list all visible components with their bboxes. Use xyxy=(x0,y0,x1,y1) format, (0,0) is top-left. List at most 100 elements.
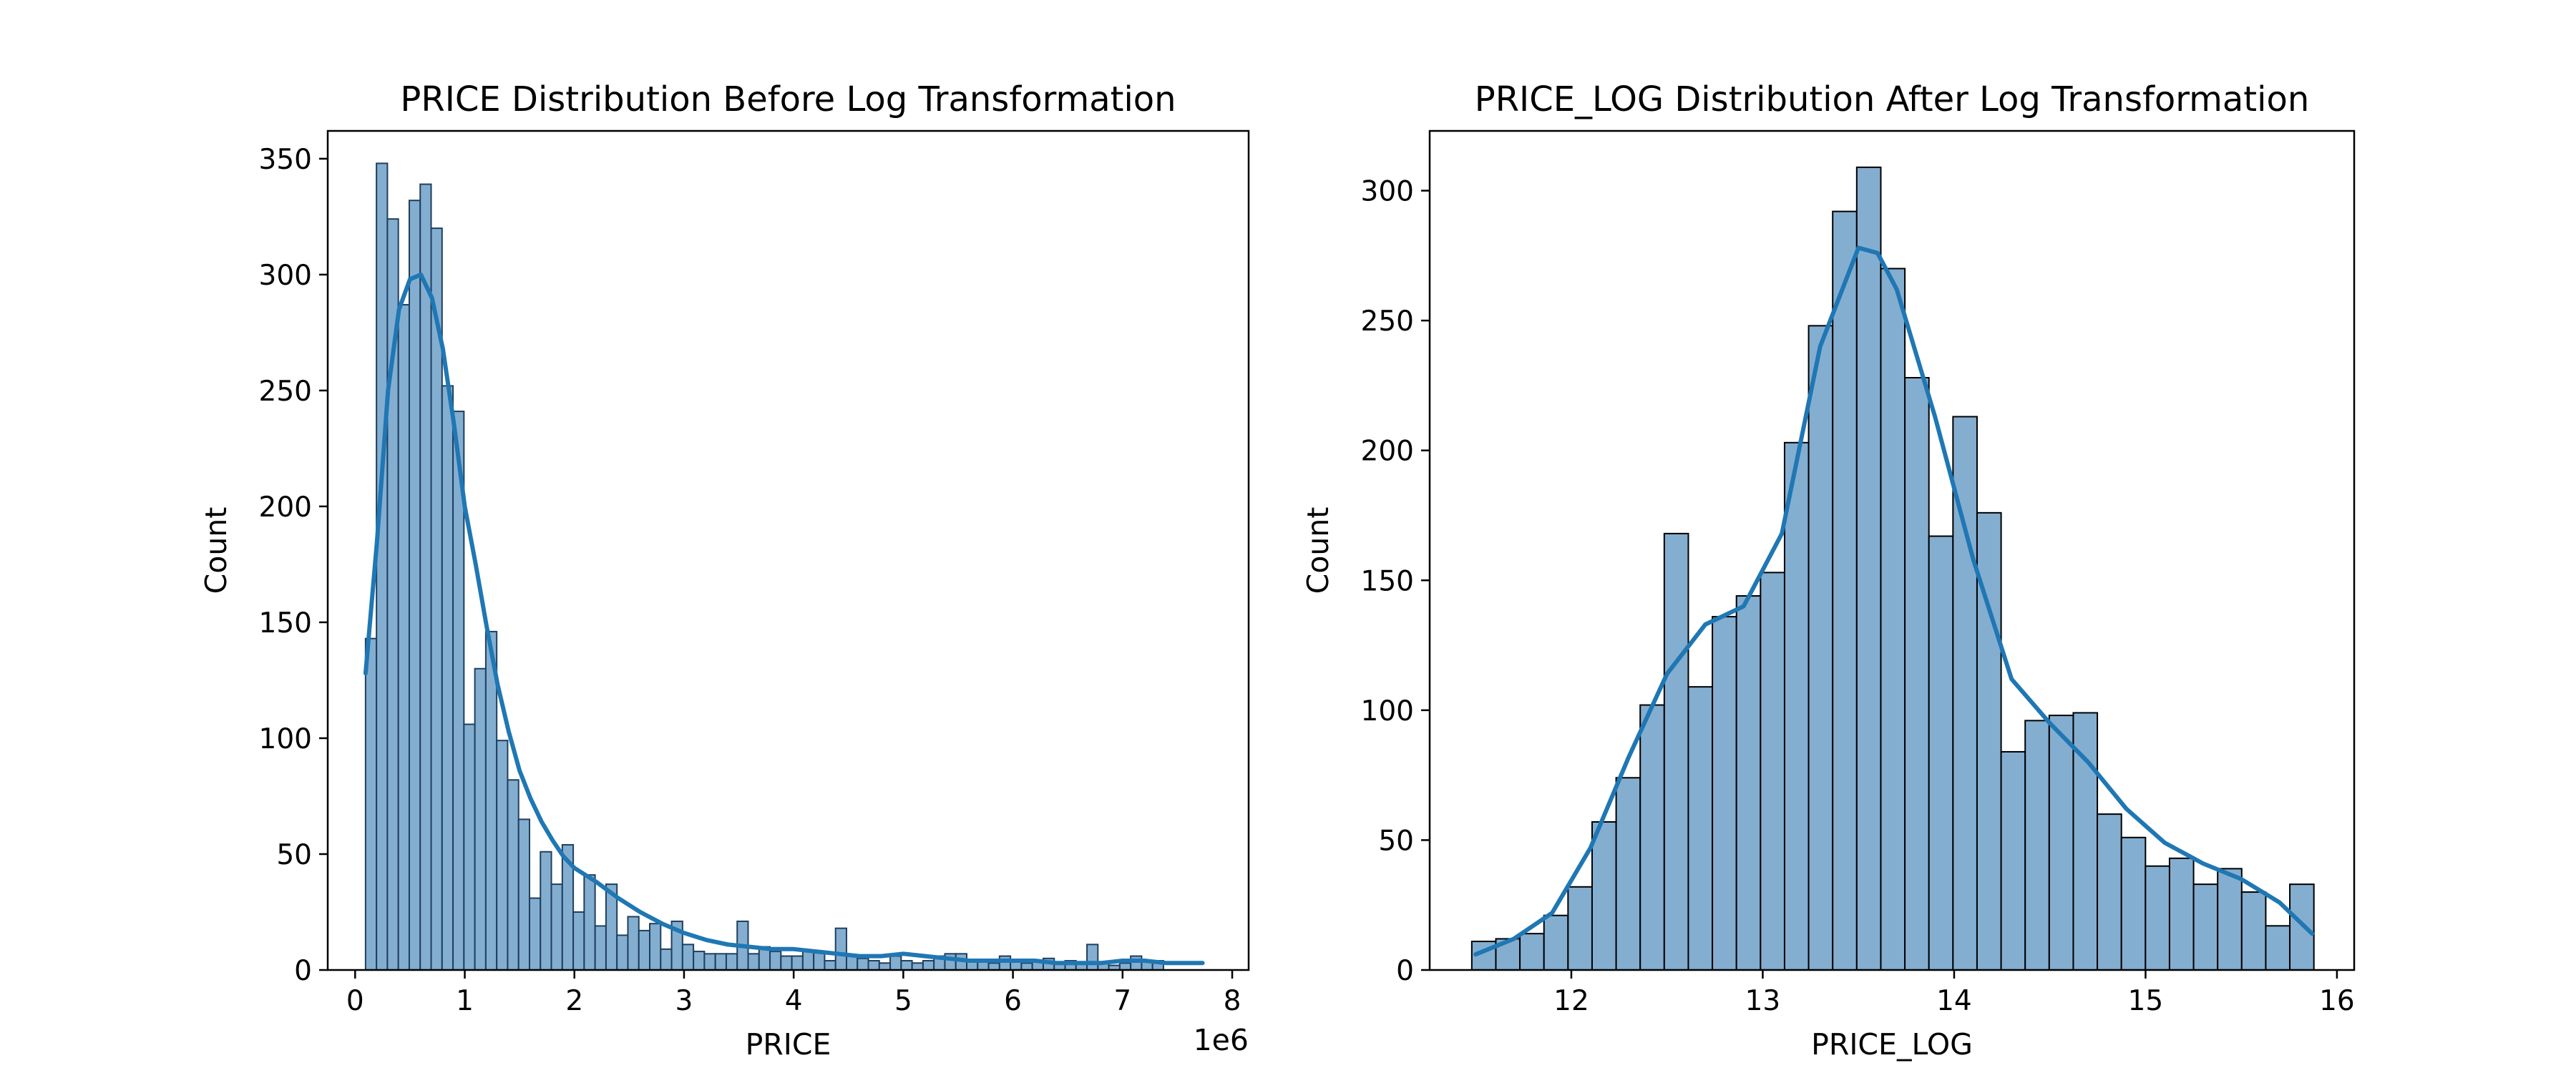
histogram-bar xyxy=(2289,883,2315,971)
x-tick-label: 5 xyxy=(894,985,912,1017)
y-tick-label: 300 xyxy=(259,260,312,292)
histogram-bar xyxy=(517,818,530,971)
price-log-x-axis-label: PRICE_LOG xyxy=(1811,1027,1973,1062)
histogram-bar xyxy=(801,951,815,971)
histogram-bar xyxy=(867,960,880,971)
x-tick-label: 1 xyxy=(456,985,474,1017)
price-x-offset-label: 1e6 xyxy=(1194,1023,1249,1057)
y-tick-label: 250 xyxy=(259,376,312,408)
histogram-bar xyxy=(507,779,519,971)
histogram-bar xyxy=(397,304,410,971)
y-tick-label: 150 xyxy=(1361,565,1414,597)
y-tick-label: 200 xyxy=(259,491,312,524)
price-log-chart-title: PRICE_LOG Distribution After Log Transfo… xyxy=(1475,79,2309,119)
histogram-bar xyxy=(714,953,727,971)
y-tick-label: 100 xyxy=(259,723,312,755)
histogram-bar xyxy=(1880,268,1906,971)
price-histogram-panel: 0 50 100 150 200 250 300 350 0 1 2 3 4 5 6 7 8 PRICE Di… xyxy=(199,79,1250,1062)
histogram-bar xyxy=(1832,210,1858,971)
histogram-bar xyxy=(1543,914,1569,971)
y-tick-label: 0 xyxy=(1396,955,1414,987)
histogram-bar xyxy=(1760,572,1785,971)
price-log-histogram-panel: 0 50 100 150 200 250 300 12 13 14 15 16 PRICE_LOG … xyxy=(1301,79,2356,1062)
histogram-bar xyxy=(2168,857,2195,971)
histogram-bar xyxy=(1130,955,1143,971)
histogram-bar xyxy=(747,953,760,971)
histogram-bar xyxy=(2240,891,2267,971)
y-tick-label: 200 xyxy=(1361,436,1414,468)
price-log-x-axis-ticks: 12 13 14 15 16 xyxy=(1553,970,2355,1017)
histogram-bar xyxy=(1928,535,1954,971)
histogram-bar xyxy=(1519,933,1545,971)
x-tick-label: 14 xyxy=(1936,985,1972,1017)
y-tick-label: 300 xyxy=(1361,176,1414,208)
histogram-bar xyxy=(1591,821,1617,971)
price-log-y-axis-ticks: 0 50 100 150 200 250 300 xyxy=(1361,176,1430,987)
histogram-bar xyxy=(878,962,892,971)
price-x-axis-label: PRICE xyxy=(746,1027,831,1062)
histogram-bar xyxy=(660,948,673,971)
histogram-bar xyxy=(857,957,869,971)
histogram-bar xyxy=(1735,595,1762,971)
x-tick-label: 15 xyxy=(2128,985,2164,1017)
price-log-plot-frame xyxy=(1428,129,2356,971)
y-tick-label: 150 xyxy=(259,607,312,640)
histogram-bar xyxy=(583,874,596,971)
histogram-bar xyxy=(1855,166,1882,971)
histogram-bar xyxy=(616,934,629,971)
histogram-bar xyxy=(2120,836,2147,971)
histogram-bar xyxy=(364,637,378,971)
y-tick-label: 100 xyxy=(1361,695,1414,727)
histogram-bar xyxy=(1807,325,1834,971)
histogram-bar xyxy=(496,740,509,971)
histogram-bar xyxy=(769,951,782,971)
histogram-bar xyxy=(1783,441,1810,971)
histogram-bar xyxy=(889,955,902,971)
price-y-axis-label: Count xyxy=(199,507,233,594)
y-tick-label: 0 xyxy=(294,955,312,987)
histogram-bar xyxy=(474,667,487,971)
histogram-bar xyxy=(1663,532,1689,971)
histogram-bar xyxy=(791,955,804,971)
price-log-y-axis-label: Count xyxy=(1301,507,1335,594)
histogram-bar xyxy=(987,962,1000,971)
x-tick-label: 6 xyxy=(1004,985,1022,1017)
x-tick-label: 7 xyxy=(1113,985,1131,1017)
histogram-bar xyxy=(725,953,738,971)
price-plot-frame xyxy=(326,129,1250,971)
histogram-bar xyxy=(2192,883,2219,971)
histogram-bar xyxy=(376,162,389,971)
histogram-bar xyxy=(649,923,662,971)
histogram-bar xyxy=(998,955,1012,971)
histogram-bar xyxy=(2265,925,2291,971)
x-tick-label: 0 xyxy=(346,985,364,1017)
x-tick-label: 4 xyxy=(785,985,803,1017)
x-tick-label: 8 xyxy=(1224,985,1241,1017)
histogram-bar xyxy=(1567,886,1593,971)
histogram-bar xyxy=(900,960,913,971)
histogram-bar xyxy=(1020,962,1033,971)
price-chart-title: PRICE Distribution Before Log Transforma… xyxy=(400,79,1176,119)
histogram-bar xyxy=(441,385,454,971)
histogram-bar xyxy=(419,183,432,971)
histogram-bar xyxy=(693,951,706,971)
histogram-bar xyxy=(594,925,607,971)
price-log-kde-curve xyxy=(1473,245,2315,957)
histogram-bar xyxy=(1615,777,1641,971)
histogram-bar xyxy=(703,953,716,971)
histogram-bar xyxy=(2145,865,2170,971)
x-tick-label: 2 xyxy=(565,985,583,1017)
price-kde-curve xyxy=(363,272,1205,966)
histogram-bar xyxy=(2072,712,2099,971)
price-log-bars xyxy=(1470,166,2315,971)
histogram-bar xyxy=(572,911,585,971)
histogram-bar xyxy=(1687,686,1714,971)
histogram-bar xyxy=(540,851,552,971)
histogram-bar xyxy=(408,200,421,971)
x-tick-label: 13 xyxy=(1745,985,1781,1017)
y-tick-label: 350 xyxy=(259,144,312,176)
histogram-bar xyxy=(1639,704,1665,971)
histogram-bar xyxy=(638,929,651,971)
histogram-bar xyxy=(1086,944,1099,971)
